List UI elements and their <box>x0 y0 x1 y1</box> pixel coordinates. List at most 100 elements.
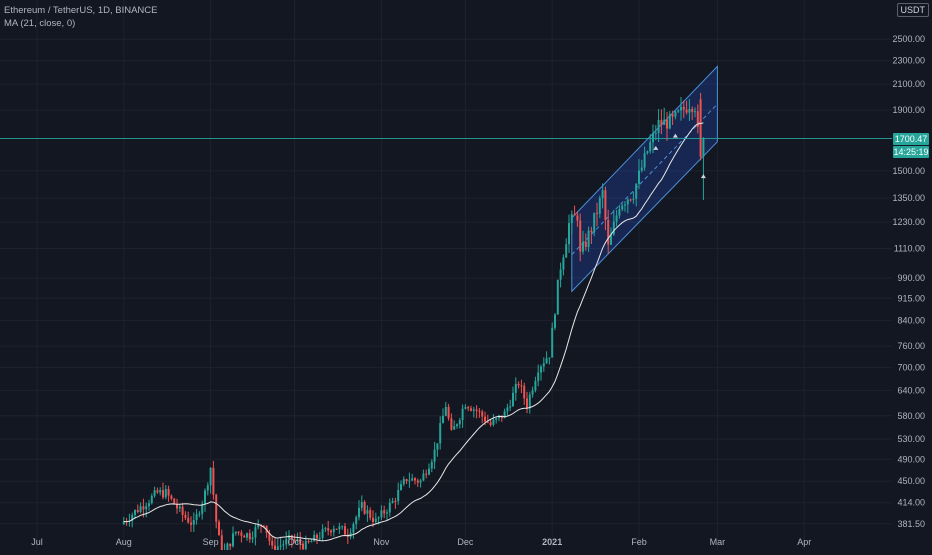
candle-body <box>629 199 632 201</box>
chart-legend: Ethereum / TetherUS, 1D, BINANCE MA (21,… <box>4 4 157 30</box>
candle-body <box>624 204 626 206</box>
candle-body <box>615 215 618 222</box>
candle-body <box>635 183 638 199</box>
candle-body <box>699 99 702 157</box>
candle-body <box>282 544 285 546</box>
candle-body <box>691 108 694 113</box>
candle-body <box>321 529 324 538</box>
candle-body <box>226 543 229 551</box>
candle-body <box>279 545 282 547</box>
candle-body <box>139 506 142 512</box>
candle-body <box>576 215 579 221</box>
x-tick-label: Feb <box>631 537 647 547</box>
candle-body <box>607 219 610 245</box>
candle-body <box>318 537 321 539</box>
candle-body <box>646 151 649 154</box>
signal-marker <box>653 145 659 150</box>
candle-body <box>220 535 223 555</box>
candle-body <box>268 532 271 541</box>
candle-body <box>456 424 458 427</box>
candle-body <box>195 514 198 521</box>
candle-body <box>540 366 542 373</box>
candle-body <box>484 416 486 422</box>
candle-body <box>657 120 660 133</box>
candle-body <box>136 509 139 512</box>
candle-body <box>495 418 498 420</box>
candle-body <box>436 443 439 450</box>
candle-body <box>173 498 176 505</box>
candle-body <box>304 540 307 550</box>
candle-body <box>638 170 640 184</box>
candle-body <box>453 426 456 430</box>
candle-body <box>433 449 436 462</box>
candle-body <box>542 363 545 367</box>
candle-body <box>677 110 680 112</box>
candle-body <box>464 407 467 409</box>
candle-body <box>248 533 251 540</box>
candle-body <box>439 423 442 444</box>
candle-body <box>374 518 377 522</box>
indicator-legend[interactable]: MA (21, close, 0) <box>4 18 76 29</box>
y-tick-label: 2300.00 <box>892 56 925 66</box>
candle-body <box>246 533 248 538</box>
candle-body <box>570 214 573 224</box>
candle-body <box>377 517 380 519</box>
candle-body <box>276 546 279 553</box>
candle-body <box>288 535 290 539</box>
candle-body <box>654 132 657 134</box>
candle-body <box>621 205 624 210</box>
candle-body <box>601 190 604 199</box>
candle-body <box>204 490 206 504</box>
candle-body <box>444 406 447 416</box>
candle-body <box>391 500 394 503</box>
candle-body <box>366 510 369 514</box>
candle-body <box>694 111 696 113</box>
candle-body <box>310 541 313 543</box>
candle-body <box>461 408 464 420</box>
candle-body <box>447 406 450 419</box>
candle-body <box>176 504 178 509</box>
candle-body <box>428 468 430 475</box>
candle-body <box>170 495 173 499</box>
x-tick-label: Dec <box>457 537 474 547</box>
candle-body <box>394 500 397 502</box>
candle-body <box>293 539 296 541</box>
candle-body <box>419 480 422 483</box>
candle-body <box>478 410 481 412</box>
candle-body <box>559 269 562 280</box>
candle-body <box>551 327 554 358</box>
candle-body <box>565 244 568 258</box>
candle-body <box>411 478 414 481</box>
x-tick-label: Sep <box>203 537 219 547</box>
candle-body <box>162 490 164 498</box>
currency-button[interactable]: USDT <box>896 3 929 17</box>
candle-body <box>251 537 254 540</box>
candle-body <box>668 114 671 129</box>
candle-body <box>156 490 159 493</box>
candle-body <box>486 421 489 423</box>
candle-body <box>408 480 411 482</box>
candle-body <box>430 461 433 469</box>
candle-body <box>492 419 495 425</box>
candle-body <box>422 473 425 481</box>
candle-body <box>369 510 372 518</box>
candle-body <box>316 534 318 539</box>
candle-body <box>215 494 218 522</box>
candle-body <box>587 230 590 248</box>
candle-body <box>696 111 699 127</box>
candle-body <box>400 484 402 490</box>
candle-body <box>209 467 212 486</box>
candle-body <box>198 513 201 515</box>
candle-body <box>660 120 663 125</box>
symbol-title[interactable]: Ethereum / TetherUS, 1D, BINANCE <box>4 5 158 16</box>
candle-body <box>206 485 209 491</box>
candle-body <box>335 528 338 530</box>
x-tick-label: 2021 <box>542 537 562 547</box>
candle-body <box>514 383 517 393</box>
last-price-badge: 1700.47 <box>893 132 929 145</box>
candle-body <box>416 480 419 483</box>
candle-body <box>201 503 204 514</box>
y-tick-label: 640.00 <box>897 385 925 395</box>
